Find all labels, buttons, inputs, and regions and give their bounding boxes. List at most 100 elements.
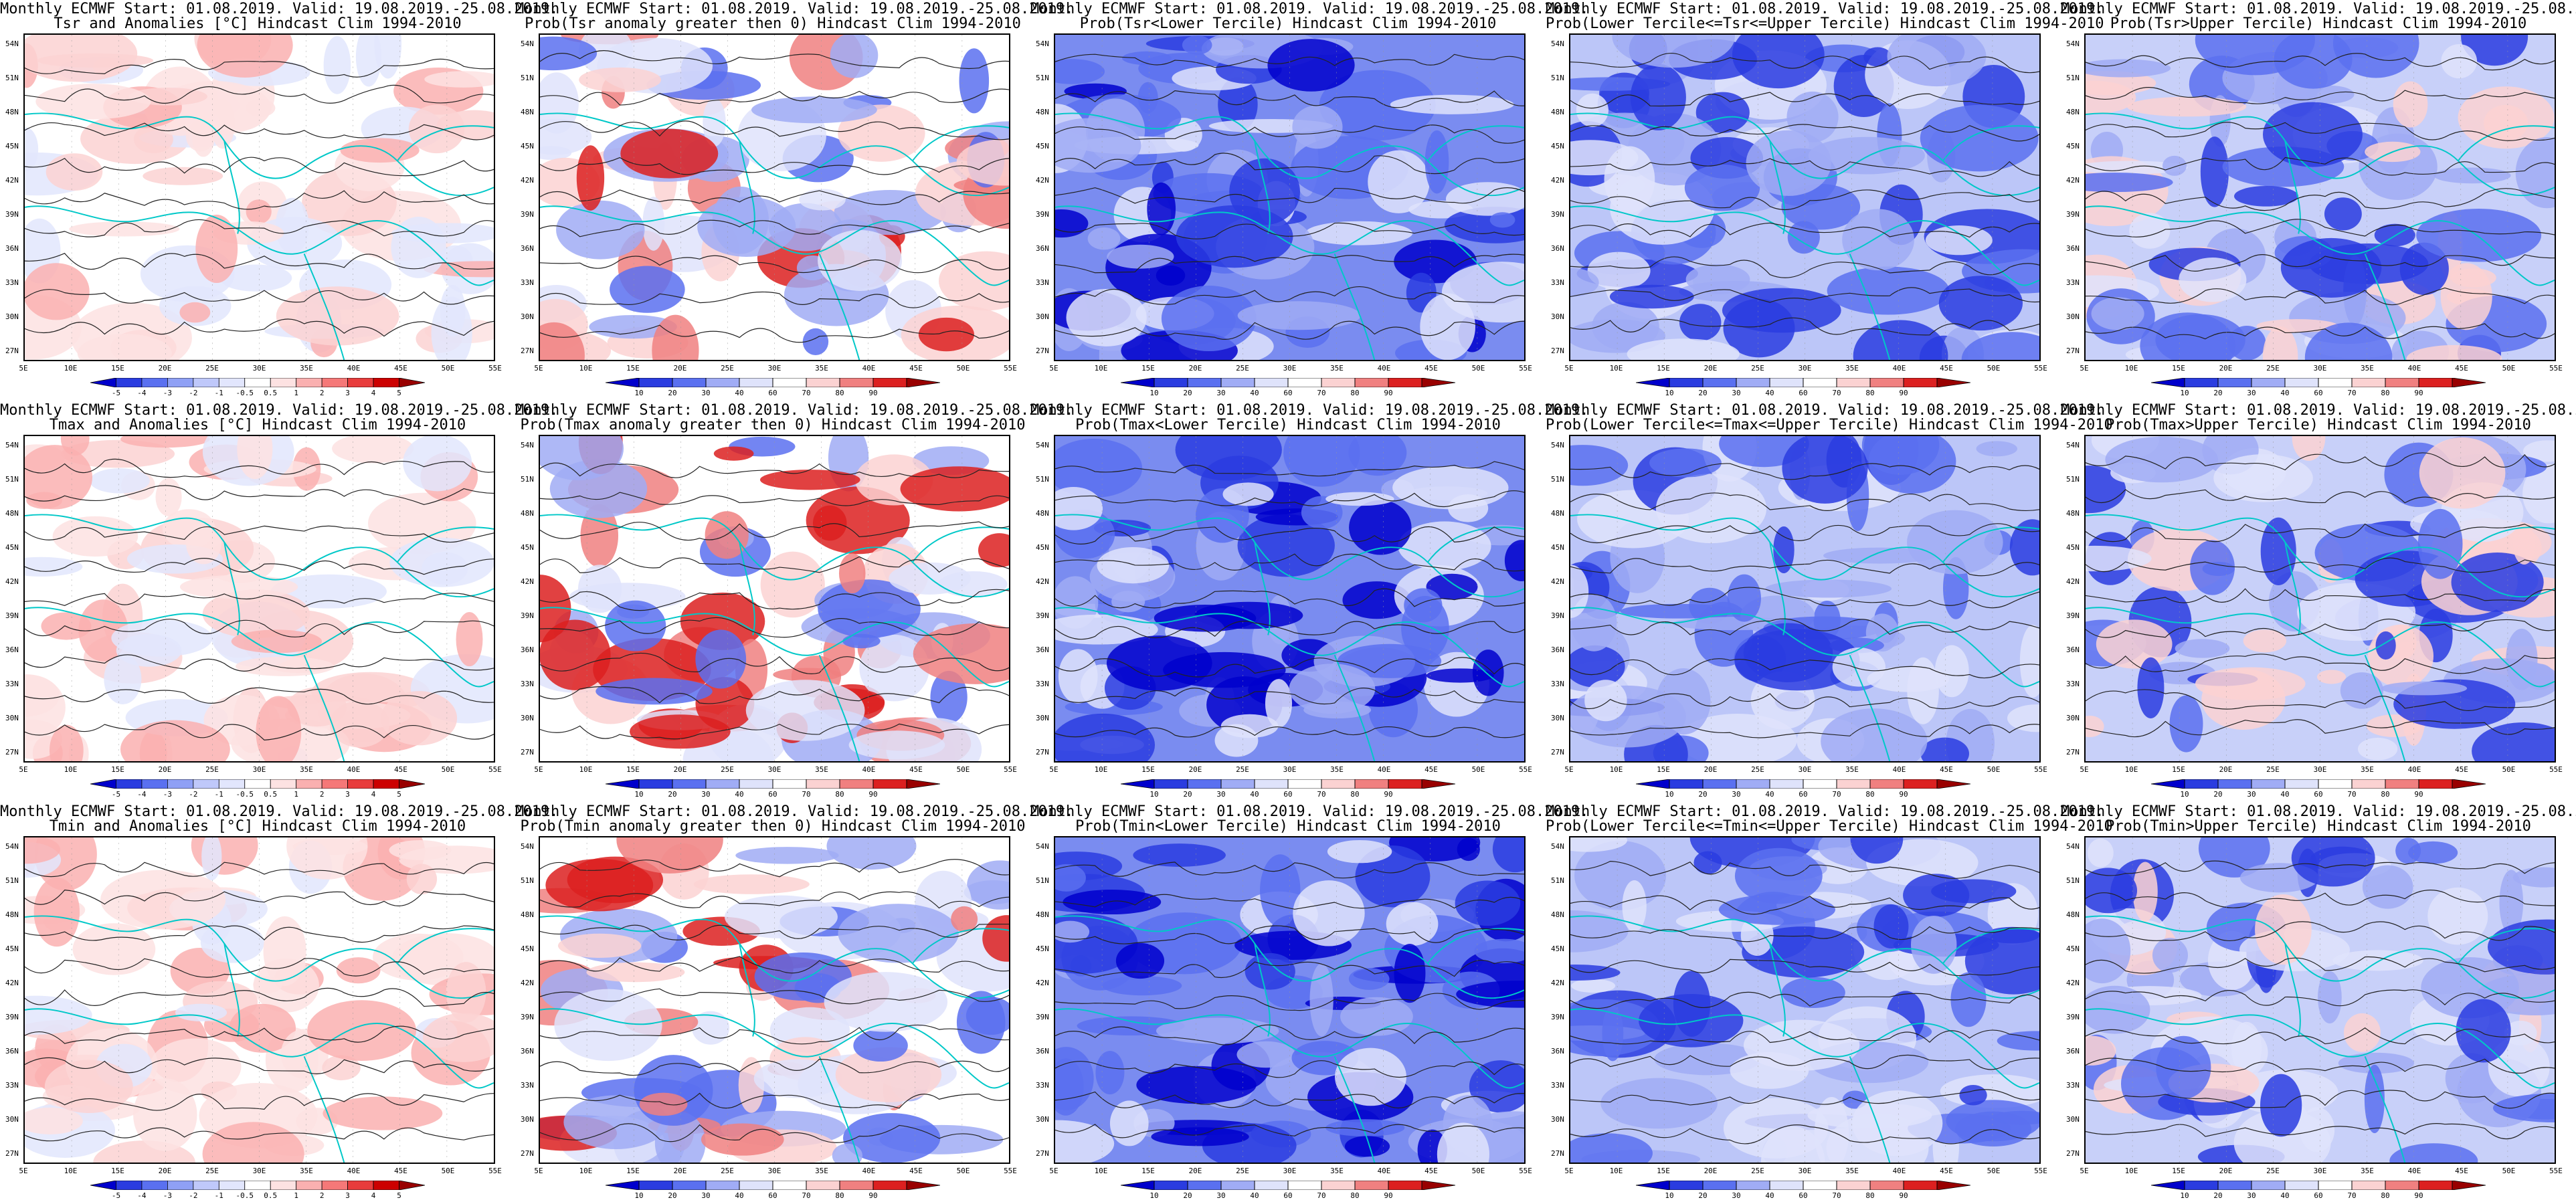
lon-label: 30E [1283, 1167, 1297, 1175]
lon-label: 25E [2266, 765, 2280, 774]
colorbar-label: 30 [1732, 790, 1741, 799]
shaded-area [1109, 1100, 1149, 1146]
colorbar [1121, 1181, 1455, 1190]
shaded-area [1156, 265, 1186, 286]
lat-label: 48N [521, 108, 534, 116]
lat-label: 33N [521, 278, 534, 287]
shaded-area [579, 67, 662, 92]
coastline [303, 654, 345, 761]
coastline [1769, 542, 1786, 635]
coastline [912, 928, 1009, 965]
lat-label: 39N [1036, 611, 1049, 620]
colorbar-label: 60 [2314, 790, 2323, 799]
lat-label: 51N [521, 74, 534, 82]
shaded-area [253, 976, 282, 993]
contour-line [25, 722, 494, 740]
colorbar-label: 80 [835, 389, 844, 397]
shaded-area [236, 656, 335, 676]
colorbar-label: 10 [1665, 790, 1674, 799]
colorbar-swatch [638, 378, 673, 387]
map-field [23, 435, 495, 763]
lat-label: 48N [5, 910, 19, 919]
colorbar-swatch [839, 378, 874, 387]
colorbar-swatch [1669, 779, 1704, 789]
contour-line [2086, 588, 2555, 603]
lat-label: 27N [1036, 346, 1049, 355]
colorbar-swatch [1836, 1181, 1871, 1190]
lon-label: 40E [1892, 1167, 1906, 1175]
lat-label: 36N [1036, 645, 1049, 654]
contour-line [1055, 657, 1524, 678]
contour-line [2086, 254, 2555, 272]
shaded-area [2126, 96, 2247, 117]
shaded-area [2096, 619, 2173, 669]
lon-label: 25E [205, 765, 219, 774]
lat-label: 54N [1036, 842, 1049, 851]
colorbar-label: -2 [189, 389, 198, 397]
colorbar-swatch [1803, 779, 1837, 789]
contour-line [540, 255, 1009, 274]
lat-label: 36N [2066, 645, 2080, 654]
coastline [1570, 607, 2039, 688]
colorbar-label: 1 [294, 1191, 298, 1200]
shaded-area [1237, 301, 1361, 330]
shaded-area [143, 167, 223, 185]
shaded-area [256, 696, 302, 761]
shaded-area [1154, 605, 1257, 632]
shaded-area [913, 623, 1009, 684]
shaded-area [1220, 714, 1279, 738]
lon-label: 50E [956, 364, 970, 373]
lat-label: 36N [1551, 645, 1564, 654]
colorbar-label: 1 [294, 389, 298, 397]
lon-label: 45E [394, 364, 407, 373]
lat-label: 33N [1551, 278, 1564, 287]
colorbar-swatch [1354, 378, 1389, 387]
map-panel: Monthly ECMWF Start: 01.08.2019. Valid: … [0, 401, 558, 803]
contour-line [1055, 553, 1524, 572]
shaded-area [802, 328, 829, 356]
lat-label: 45N [1036, 142, 1049, 150]
shaded-area [2086, 985, 2150, 1034]
shaded-area [1570, 645, 1625, 688]
lat-label: 39N [1551, 1013, 1564, 1021]
shaded-area [1950, 972, 1987, 1027]
shaded-area [554, 989, 662, 1062]
lon-label: 15E [1141, 765, 1155, 774]
coastline [1055, 607, 1524, 688]
contour-line [25, 987, 494, 1007]
contour-line [540, 291, 1009, 308]
shaded-area [1781, 977, 1845, 1009]
colorbar-swatch [1769, 378, 1804, 387]
shaded-area [1335, 1047, 1407, 1106]
contour-line [540, 492, 1009, 506]
colorbar-label: 10 [1149, 389, 1159, 397]
colorbar-label: 0.5 [264, 389, 278, 397]
lat-label: 42N [1551, 176, 1564, 185]
lon-label: 45E [2455, 765, 2468, 774]
panel-title-line2: Tmax and Anomalies [°C] Hindcast Clim 19… [49, 417, 466, 433]
colorbar-swatch [2184, 1181, 2219, 1190]
colorbar-swatch [116, 378, 143, 387]
colorbar-label: 90 [1384, 790, 1393, 799]
shaded-area [652, 314, 699, 360]
contour-line [25, 862, 494, 878]
colorbar-label: 40 [735, 389, 744, 397]
shaded-area [25, 445, 93, 510]
colorbar-label: 90 [868, 790, 878, 799]
contour-line [25, 122, 494, 140]
contour-line [1570, 558, 2039, 577]
shaded-area [25, 35, 138, 82]
shaded-area [1055, 59, 1105, 84]
shaded-area [2362, 865, 2413, 909]
shaded-area [939, 251, 1009, 311]
contour-line [1570, 158, 2039, 177]
contour-line [25, 654, 494, 672]
lon-label: 35E [1845, 364, 1859, 373]
contour-line [25, 1025, 494, 1044]
colorbar-label: -2 [189, 1191, 198, 1200]
panel-title-line2: Prob(Lower Tercile<=Tsr<=Upper Tercile) … [1546, 15, 2104, 32]
colorbar-swatch [1736, 1181, 1770, 1190]
colorbar-swatch [2452, 378, 2486, 387]
shaded-area [1245, 952, 1295, 990]
lat-label: 48N [2066, 910, 2080, 919]
